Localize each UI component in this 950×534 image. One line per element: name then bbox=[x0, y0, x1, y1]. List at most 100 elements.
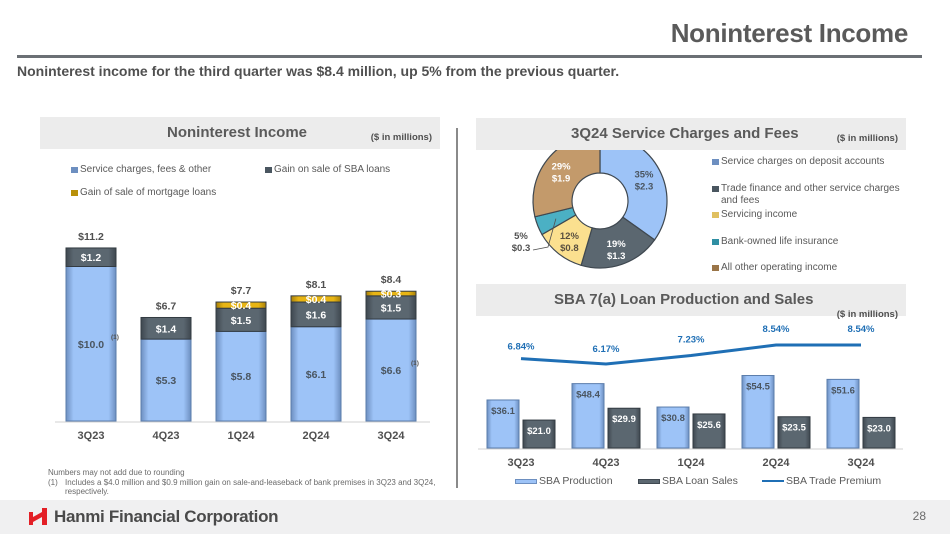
legend-item-sba-trade-premium: SBA Trade Premium bbox=[762, 475, 881, 487]
legend-item-trade-finance: Trade finance and other service charges … bbox=[712, 183, 912, 207]
bar-total-label: $8.4 bbox=[381, 274, 402, 286]
sba-production-label: $30.8 bbox=[661, 413, 685, 424]
legend-swatch bbox=[712, 158, 719, 165]
bar-segment-label: $0.3 bbox=[381, 289, 402, 301]
sba-sales-label: $25.6 bbox=[697, 420, 721, 431]
bar-total-label: $11.2 bbox=[78, 231, 104, 243]
sba-header: SBA 7(a) Loan Production and Sales ($ in… bbox=[476, 284, 906, 320]
bar-segment bbox=[65, 247, 117, 268]
sba-trade-premium-label: 8.54% bbox=[763, 324, 790, 335]
bar-segment bbox=[290, 326, 342, 422]
sba-x-tick-label: 2Q24 bbox=[763, 457, 791, 469]
legend-label: All other operating income bbox=[721, 262, 838, 273]
bar-total-label: $6.7 bbox=[156, 300, 177, 312]
bar-segment bbox=[140, 338, 192, 422]
bar-segment-label: $6.1 bbox=[306, 369, 327, 381]
sba-sales-bar bbox=[522, 419, 556, 449]
legend-swatch bbox=[712, 186, 719, 192]
bar-total-label: $7.7 bbox=[231, 285, 252, 297]
donut-slice bbox=[580, 216, 656, 269]
x-tick-label: 2Q24 bbox=[303, 430, 331, 442]
sba-production-bar bbox=[486, 399, 520, 449]
donut-value-label: $0.3 bbox=[512, 243, 531, 254]
legend-item-service-charges: Service charges, fees & other bbox=[71, 164, 211, 175]
legend-label: Gain of sale of mortgage loans bbox=[80, 187, 217, 198]
sba-x-tick-label: 3Q23 bbox=[508, 457, 535, 469]
bar-segment-label: $10.0 bbox=[78, 339, 104, 351]
bar-segment bbox=[140, 316, 192, 340]
sba-sales-label: $21.0 bbox=[527, 426, 551, 437]
sba-x-tick-label: 3Q24 bbox=[848, 457, 876, 469]
legend-item-other-operating: All other operating income bbox=[712, 262, 837, 273]
sba-x-tick-label: 4Q23 bbox=[593, 457, 620, 469]
legend-label: SBA Loan Sales bbox=[662, 475, 738, 487]
sba-production-label: $48.4 bbox=[576, 390, 600, 401]
sba-production-bar bbox=[656, 406, 690, 449]
bar-segment-label: $0.4 bbox=[306, 294, 327, 306]
sba-sales-bar bbox=[692, 413, 726, 449]
hanmi-logo-icon bbox=[29, 508, 47, 525]
legend-swatch bbox=[515, 478, 537, 484]
bar-total-label: $8.1 bbox=[306, 279, 327, 291]
footnotes: Numbers may not add due to rounding (1) … bbox=[48, 468, 455, 497]
sba-trade-premium-label: 8.54% bbox=[848, 324, 875, 335]
donut-pct-label: 29% bbox=[552, 161, 572, 172]
bar-segment-label: $6.6 bbox=[381, 365, 402, 377]
service-charges-chart-title: 3Q24 Service Charges and Fees bbox=[571, 125, 799, 142]
company-name: Hanmi Financial Corporation bbox=[54, 507, 279, 526]
sba-sales-label: $29.9 bbox=[612, 414, 636, 425]
sba-unit: ($ in millions) bbox=[836, 309, 898, 320]
bar-segment bbox=[365, 290, 417, 297]
sba-sales-label: $23.0 bbox=[867, 423, 891, 434]
bar-segment-label: $5.3 bbox=[156, 375, 177, 387]
donut-pct-label: 12% bbox=[560, 231, 580, 242]
service-charges-unit: ($ in millions) bbox=[836, 133, 898, 144]
legend-item-sba-gain: Gain on sale of SBA loans bbox=[265, 164, 390, 175]
sba-trade-premium-line bbox=[520, 343, 861, 366]
sba-production-label: $51.6 bbox=[831, 385, 855, 396]
legend-label: Bank-owned life insurance bbox=[721, 236, 839, 247]
legend-label: Trade finance and other service charges … bbox=[721, 183, 900, 206]
service-charges-header: 3Q24 Service Charges and Fees ($ in mill… bbox=[476, 118, 906, 150]
donut-pct-label: 35% bbox=[634, 169, 654, 180]
sba-production-bar bbox=[826, 378, 860, 449]
legend-swatch bbox=[712, 264, 719, 271]
footnote-marker: (1) bbox=[411, 360, 419, 367]
title-divider bbox=[17, 55, 922, 58]
sba-production-bar bbox=[741, 375, 775, 449]
donut-pct-label: 19% bbox=[607, 239, 627, 250]
legend-label: SBA Trade Premium bbox=[786, 475, 882, 487]
sba-sales-bar bbox=[777, 416, 811, 449]
bar-segment-label: $5.8 bbox=[231, 371, 252, 383]
slide-title: Noninterest Income bbox=[670, 18, 909, 48]
sba-production-label: $54.5 bbox=[746, 382, 770, 393]
footnote-1: (1) Includes a $4.0 million and $0.9 mil… bbox=[48, 478, 455, 497]
footnote-1-text: Includes a $4.0 million and $0.9 million… bbox=[65, 477, 436, 497]
panel-divider bbox=[456, 128, 458, 488]
donut-leader-line bbox=[532, 218, 557, 251]
noninterest-income-header: Noninterest Income ($ in millions) bbox=[40, 117, 440, 149]
bar-segment-label: $1.2 bbox=[81, 252, 102, 264]
legend-swatch bbox=[712, 238, 719, 245]
x-tick-label: 1Q24 bbox=[228, 430, 256, 442]
bar-segment-label: $0.4 bbox=[231, 300, 252, 312]
page-number: 28 bbox=[912, 509, 926, 523]
legend-item-boli: Bank-owned life insurance bbox=[712, 236, 838, 247]
legend-swatch bbox=[712, 211, 719, 218]
noninterest-income-chart-title: Noninterest Income bbox=[167, 124, 308, 141]
bar-segment-label: $1.4 bbox=[156, 323, 177, 335]
bar-segment bbox=[65, 266, 117, 422]
sba-x-tick-label: 1Q24 bbox=[678, 457, 706, 469]
noninterest-income-unit: ($ in millions) bbox=[370, 132, 432, 143]
sba-production-bar bbox=[571, 383, 605, 449]
sba-sales-bar bbox=[862, 416, 896, 449]
x-tick-label: 3Q23 bbox=[78, 430, 105, 442]
legend-label: Service charges on deposit accounts bbox=[721, 156, 885, 167]
sba-sales-bar bbox=[607, 407, 641, 449]
donut-value-label: $1.9 bbox=[552, 173, 571, 184]
sba-sales-label: $23.5 bbox=[782, 423, 806, 434]
donut-value-label: $1.3 bbox=[607, 251, 626, 262]
legend-swatch bbox=[71, 166, 78, 173]
bar-segment bbox=[215, 301, 267, 309]
